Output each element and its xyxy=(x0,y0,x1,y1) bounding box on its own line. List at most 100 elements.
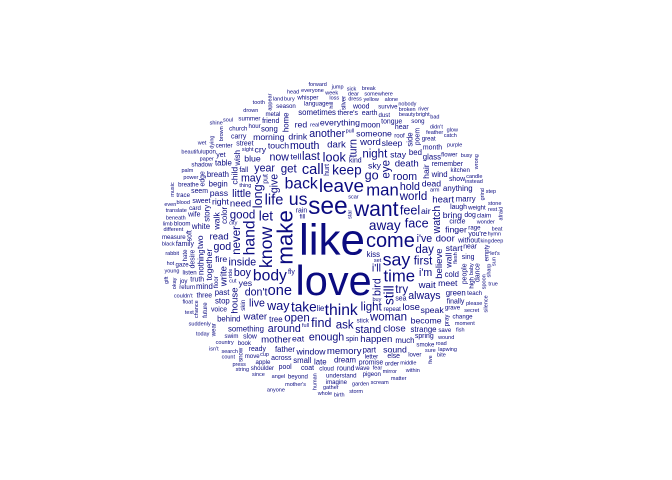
word-cloud-word: secret xyxy=(464,308,479,314)
word-cloud-word: repeat xyxy=(384,306,402,313)
word-cloud-word: spring xyxy=(415,333,434,340)
word-cloud-word: finally xyxy=(447,299,465,306)
word-cloud-word: translate xyxy=(166,208,187,214)
word-cloud-word: remember xyxy=(432,161,464,168)
word-cloud-word: don't xyxy=(245,287,268,299)
word-cloud-word: anything xyxy=(443,184,472,193)
word-cloud-word: deep xyxy=(491,239,503,245)
word-cloud-word: middle xyxy=(400,360,416,366)
word-cloud-word: water xyxy=(243,311,268,322)
word-cloud-word: someone xyxy=(356,129,392,139)
word-cloud-word: death xyxy=(395,158,419,169)
word-cloud-word: soft xyxy=(186,230,193,241)
word-cloud-word: face xyxy=(405,216,429,230)
word-cloud-word: laugh xyxy=(450,204,467,211)
word-cloud-word: song xyxy=(411,118,424,125)
word-cloud-word: feather xyxy=(426,130,443,136)
word-cloud-word: whisper xyxy=(296,95,318,102)
word-cloud-word: bed xyxy=(409,148,422,157)
word-cloud-word: woman xyxy=(369,312,407,324)
word-cloud-word: tree xyxy=(269,315,282,324)
word-cloud-word: hurt xyxy=(324,164,331,176)
word-cloud-word: hear xyxy=(395,124,409,131)
word-cloud-word: spin xyxy=(346,336,359,343)
word-cloud-word: flower xyxy=(441,152,457,159)
word-cloud-word: dance xyxy=(475,263,482,282)
word-cloud-word: grind xyxy=(480,188,486,200)
word-cloud-word: pray xyxy=(443,314,450,327)
word-cloud-word: still xyxy=(381,285,396,305)
word-cloud-word: red xyxy=(295,120,308,130)
word-cloud-word: long xyxy=(251,184,265,208)
word-cloud-word: hand xyxy=(242,220,259,255)
word-cloud-word: glow xyxy=(447,128,458,134)
word-cloud-word: beautiful xyxy=(181,150,202,156)
word-cloud-word: beyond xyxy=(288,373,308,380)
word-cloud-word: beneath xyxy=(166,215,186,221)
word-cloud-word: meet xyxy=(438,278,458,288)
word-cloud-word: trace xyxy=(176,192,190,199)
word-cloud-word: good xyxy=(230,209,256,221)
word-cloud-word: forward xyxy=(309,82,327,88)
word-cloud-word: look xyxy=(323,150,347,164)
word-cloud-word: birth xyxy=(334,392,345,398)
word-cloud-word: bright xyxy=(416,112,430,118)
word-cloud-word: star xyxy=(348,210,354,219)
word-cloud-word: leave xyxy=(319,176,364,197)
word-cloud-word: come xyxy=(366,230,415,252)
word-cloud-word: fill xyxy=(300,213,306,220)
word-cloud-word: understand xyxy=(326,373,357,380)
word-cloud-word: happen xyxy=(360,334,392,345)
word-cloud-word: friend xyxy=(262,118,279,125)
word-cloud-word: voice xyxy=(211,307,227,314)
word-cloud-word: marry xyxy=(456,195,476,204)
word-cloud-word: yet xyxy=(216,152,225,159)
word-cloud-word: year xyxy=(254,163,275,175)
word-cloud-word: order xyxy=(385,361,399,368)
word-cloud-word: breathe xyxy=(178,181,199,188)
word-cloud-word: small xyxy=(293,356,311,365)
word-cloud-word: wave xyxy=(354,365,370,372)
word-cloud-word: search xyxy=(221,349,238,355)
word-cloud-word: last xyxy=(302,151,321,163)
word-cloud-word: didn't xyxy=(430,125,443,131)
word-cloud-word: try xyxy=(395,284,408,296)
word-cloud-word: show xyxy=(449,176,465,183)
word-cloud-word: jump xyxy=(331,85,344,91)
word-cloud-word: people xyxy=(462,263,469,284)
word-cloud-word: change xyxy=(453,313,474,320)
word-cloud-word: cold xyxy=(445,270,459,279)
word-cloud-word: soul xyxy=(223,118,233,124)
word-cloud-word: kind xyxy=(349,157,362,164)
word-cloud-word: house xyxy=(229,287,240,313)
word-cloud-word: moon xyxy=(361,121,381,130)
word-cloud-word: call xyxy=(302,162,324,178)
word-cloud-word: scar xyxy=(348,195,359,201)
word-cloud-word: touch xyxy=(268,141,289,151)
word-cloud-word: pigeon xyxy=(363,371,381,378)
word-cloud-word: late xyxy=(314,357,327,366)
word-cloud-word: stone xyxy=(488,201,501,207)
word-cloud-word: i'll xyxy=(372,263,381,275)
word-cloud-word: man xyxy=(366,181,398,200)
word-cloud-word: keep xyxy=(332,163,361,178)
word-cloud-word: country xyxy=(216,340,234,346)
word-cloud-word: right xyxy=(212,197,229,207)
word-cloud-word: become xyxy=(411,315,442,325)
word-cloud-word: power xyxy=(183,175,198,181)
word-cloud-word: hair xyxy=(421,164,431,179)
word-cloud-word: breath xyxy=(207,170,229,179)
word-cloud-word: near xyxy=(463,244,477,251)
word-cloud-word: god xyxy=(213,241,231,253)
word-cloud-word: true xyxy=(488,281,497,287)
word-cloud-word: wound xyxy=(437,335,454,341)
word-cloud-word: please xyxy=(466,301,482,307)
word-cloud-word: think xyxy=(325,302,358,319)
word-cloud-word: ask xyxy=(336,319,354,331)
word-cloud-word: time xyxy=(384,267,416,286)
word-cloud-word: speak xyxy=(421,305,445,315)
word-cloud-word: church xyxy=(229,126,247,133)
word-cloud-word: center xyxy=(216,142,233,149)
word-cloud-word: fly xyxy=(288,269,295,276)
